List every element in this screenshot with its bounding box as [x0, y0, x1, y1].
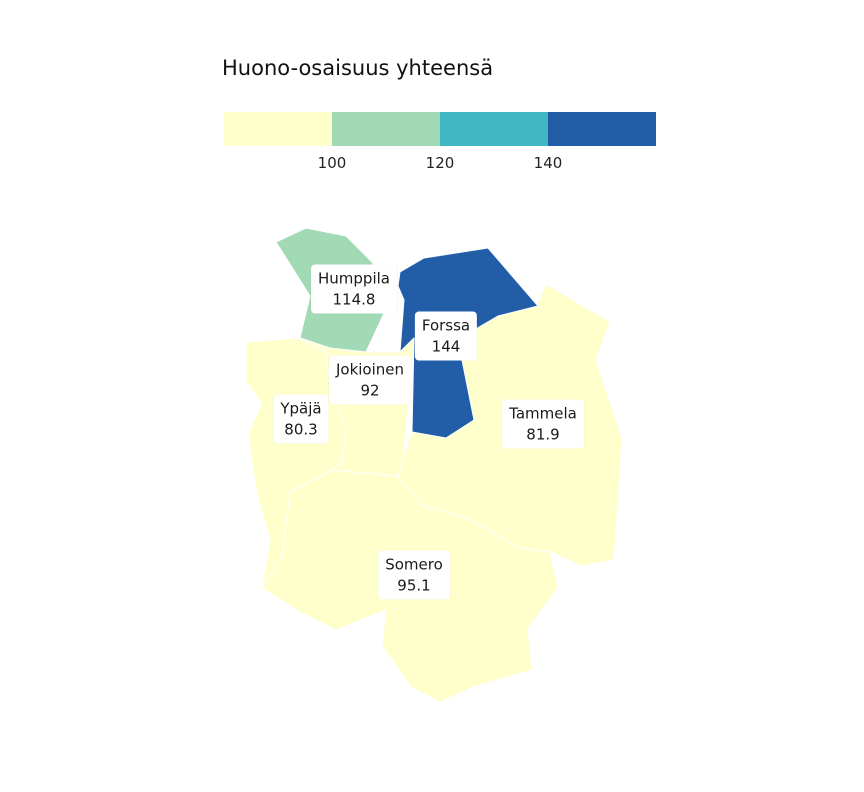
label-humppila-value: 114.8 [332, 290, 376, 309]
label-tammela-value: 81.9 [526, 425, 560, 444]
label-jokioinen-name: Jokioinen [335, 360, 405, 379]
label-forssa-value: 144 [431, 337, 461, 356]
label-forssa-name: Forssa [421, 316, 471, 335]
label-humppila-name: Humppila [318, 269, 390, 288]
legend-tick-120: 120 [425, 154, 455, 172]
legend-tick-100: 100 [317, 154, 347, 172]
label-jokioinen-value: 92 [360, 381, 380, 400]
label-somero-name: Somero [385, 555, 443, 574]
label-jokioinen: Jokioinen 92 [328, 355, 412, 405]
legend-color-scale [224, 112, 656, 146]
label-somero: Somero 95.1 [378, 550, 450, 600]
label-ypaja-value: 80.3 [284, 420, 318, 439]
label-tammela: Tammela 81.9 [502, 399, 584, 449]
label-humppila: Humppila 114.8 [311, 264, 397, 314]
label-forssa: Forssa 144 [414, 311, 478, 361]
legend-bin-4 [548, 112, 656, 146]
label-ypaja-name: Ypäjä [280, 399, 322, 418]
label-ypaja: Ypäjä 80.3 [273, 394, 329, 444]
legend-title: Huono-osaisuus yhteensä [222, 56, 494, 80]
legend-tick-140: 140 [533, 154, 563, 172]
legend-bin-2 [332, 112, 440, 146]
legend-bin-1 [224, 112, 332, 146]
label-somero-value: 95.1 [397, 576, 431, 595]
label-tammela-name: Tammela [509, 404, 577, 423]
legend-bin-3 [440, 112, 548, 146]
